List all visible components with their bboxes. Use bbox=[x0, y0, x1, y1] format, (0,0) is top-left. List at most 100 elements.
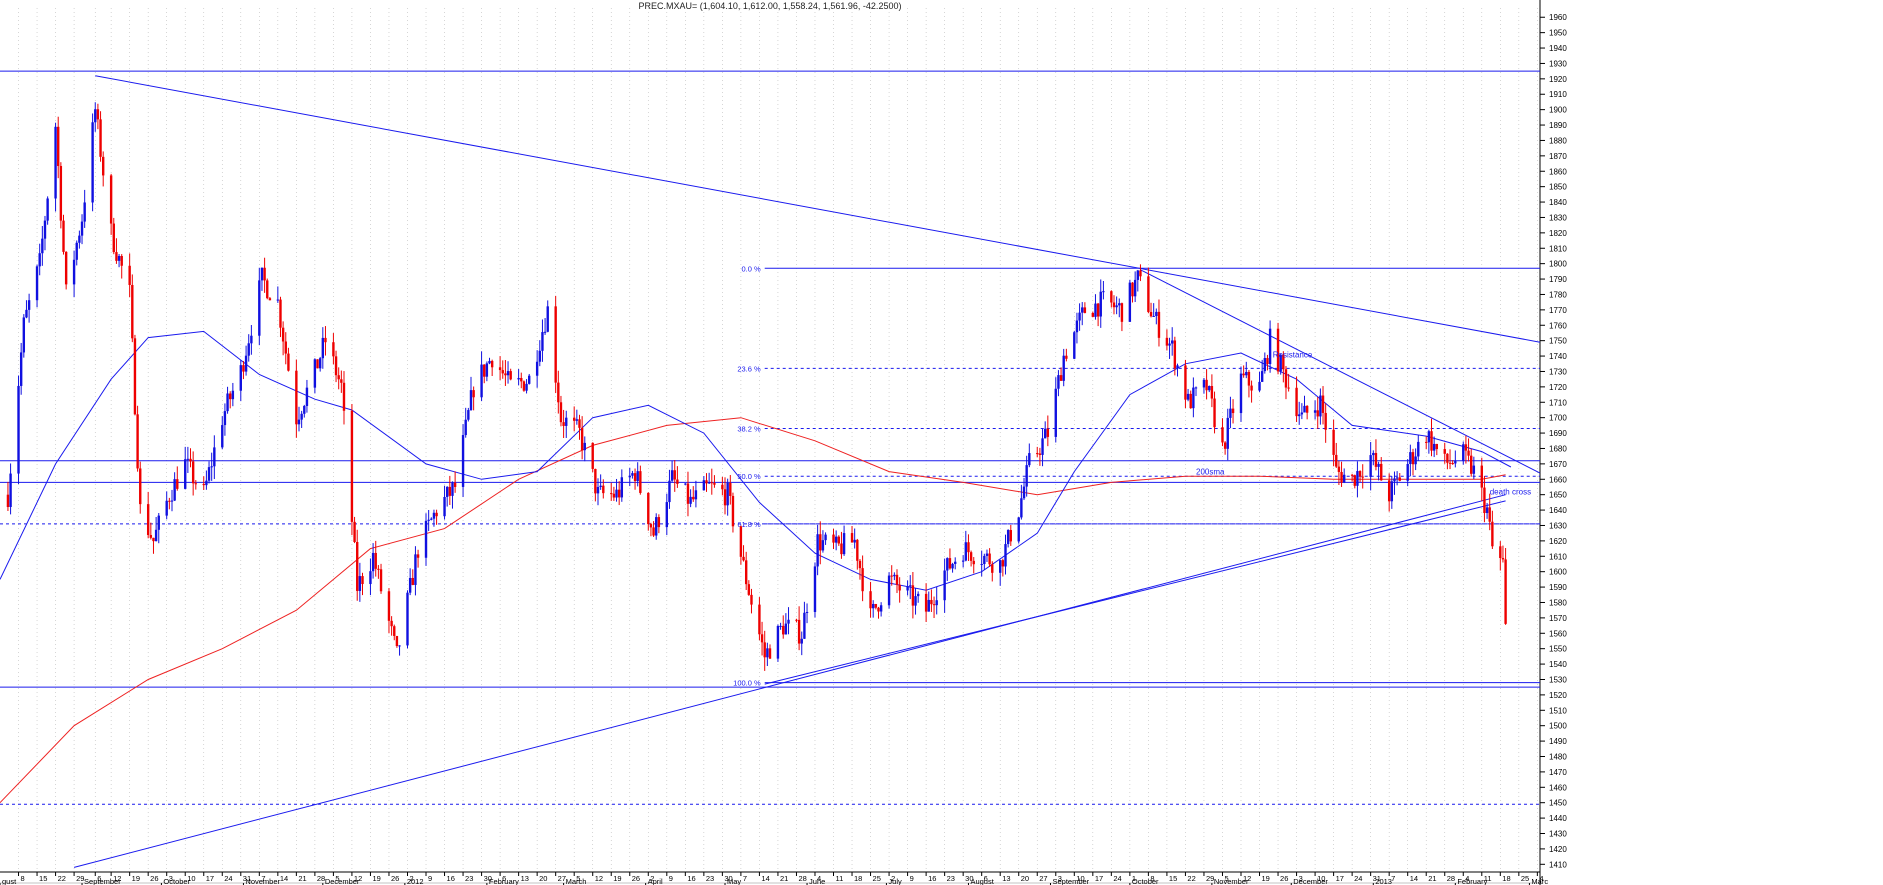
date-tick-label: 21 bbox=[780, 874, 788, 883]
candle-body bbox=[1472, 465, 1476, 474]
candle-body bbox=[1202, 379, 1206, 388]
candle-body bbox=[707, 482, 711, 484]
candle-body bbox=[395, 635, 399, 647]
candle-body bbox=[1009, 530, 1012, 542]
candle-body bbox=[115, 252, 118, 261]
candle-body bbox=[1208, 386, 1211, 391]
candle-body bbox=[504, 373, 507, 376]
candle-body bbox=[1411, 452, 1415, 465]
candle-body bbox=[1393, 478, 1396, 482]
candle-body bbox=[340, 379, 343, 383]
candle-body bbox=[154, 529, 158, 542]
date-tick-label: 25 bbox=[873, 874, 881, 883]
candle-body bbox=[266, 280, 269, 299]
date-tick-label: 10 bbox=[1076, 874, 1084, 883]
candle-body bbox=[543, 331, 547, 333]
candle-body bbox=[951, 563, 954, 569]
candle-body bbox=[927, 599, 930, 612]
candle-body bbox=[525, 383, 528, 391]
month-label: gust bbox=[2, 877, 17, 885]
month-label: May bbox=[727, 877, 741, 885]
candle-body bbox=[342, 382, 346, 411]
candle-body bbox=[522, 381, 526, 391]
date-tick-label: 4 bbox=[1465, 874, 1469, 883]
candle-body bbox=[54, 126, 57, 199]
candle-body bbox=[1353, 475, 1356, 486]
date-tick-label: 7 bbox=[1391, 874, 1395, 883]
candle-body bbox=[1374, 452, 1378, 467]
candle-body bbox=[1435, 443, 1439, 450]
candle-body bbox=[1184, 365, 1187, 400]
candle-body bbox=[1210, 386, 1214, 399]
price-tick-label: 1650 bbox=[1549, 491, 1567, 500]
candle-body bbox=[1356, 471, 1359, 486]
candle-body bbox=[432, 512, 436, 519]
candle-body bbox=[356, 542, 359, 591]
candle-body bbox=[139, 468, 142, 505]
month-label: Marc bbox=[1531, 877, 1548, 885]
candle-body bbox=[1081, 307, 1084, 313]
trendline bbox=[1140, 269, 1541, 474]
date-tick-label: 5 bbox=[335, 874, 339, 883]
candle-body bbox=[443, 496, 446, 517]
candle-body bbox=[469, 390, 473, 411]
candle-body bbox=[742, 556, 745, 561]
candle-body bbox=[559, 402, 563, 423]
price-tick-label: 1690 bbox=[1549, 429, 1567, 438]
candle-body bbox=[221, 425, 224, 448]
candle-body bbox=[398, 645, 401, 647]
candle-body bbox=[337, 375, 340, 380]
candle-body bbox=[408, 577, 412, 593]
candle-body bbox=[411, 577, 414, 585]
candle-body bbox=[874, 603, 878, 608]
date-tick-label: 16 bbox=[928, 874, 936, 883]
candle-body bbox=[583, 442, 586, 451]
candle-body bbox=[152, 537, 155, 542]
candle-body bbox=[1504, 559, 1507, 624]
candle-body bbox=[83, 202, 86, 222]
candle-body bbox=[871, 603, 875, 609]
price-tick-label: 1850 bbox=[1549, 183, 1567, 192]
candle-body bbox=[684, 483, 687, 485]
price-tick-label: 1770 bbox=[1549, 306, 1567, 315]
candle-body bbox=[390, 620, 393, 627]
candle-body bbox=[1319, 395, 1322, 417]
candle-body bbox=[467, 410, 470, 420]
candle-body bbox=[636, 471, 639, 481]
month-label: June bbox=[809, 877, 825, 885]
candle-body bbox=[1006, 530, 1010, 545]
date-tick-label: 26 bbox=[391, 874, 399, 883]
candle-body bbox=[739, 526, 743, 557]
candle-body bbox=[946, 558, 949, 571]
candle-body bbox=[1425, 441, 1428, 443]
price-tick-label: 1810 bbox=[1549, 244, 1567, 253]
candle-body bbox=[999, 560, 1002, 573]
candle-body bbox=[1139, 270, 1142, 277]
price-tick-label: 1720 bbox=[1549, 383, 1567, 392]
candle-body bbox=[599, 485, 602, 487]
date-tick-label: 9 bbox=[910, 874, 914, 883]
candle-body bbox=[316, 359, 319, 369]
candle-body bbox=[1186, 393, 1190, 400]
candle-body bbox=[1499, 546, 1502, 558]
candle-body bbox=[109, 175, 113, 224]
date-tick-label: 4 bbox=[1539, 874, 1543, 883]
date-tick-label: 15 bbox=[39, 874, 47, 883]
date-tick-label: 14 bbox=[1410, 874, 1418, 883]
candle-body bbox=[628, 475, 631, 478]
candle-body bbox=[1120, 303, 1124, 322]
candle-body bbox=[1043, 428, 1047, 439]
candle-body bbox=[239, 365, 242, 391]
date-tick-label: 14 bbox=[280, 874, 288, 883]
candle-body bbox=[176, 479, 179, 489]
candle-body bbox=[1062, 355, 1065, 381]
price-tick-label: 1590 bbox=[1549, 583, 1567, 592]
candle-body bbox=[1430, 431, 1433, 451]
candle-body bbox=[1332, 429, 1335, 455]
candle-body bbox=[723, 489, 727, 506]
date-tick-label: 24 bbox=[1113, 874, 1121, 883]
date-tick-label: 4 bbox=[817, 874, 821, 883]
date-tick-label: 27 bbox=[558, 874, 566, 883]
candle-body bbox=[435, 512, 438, 517]
